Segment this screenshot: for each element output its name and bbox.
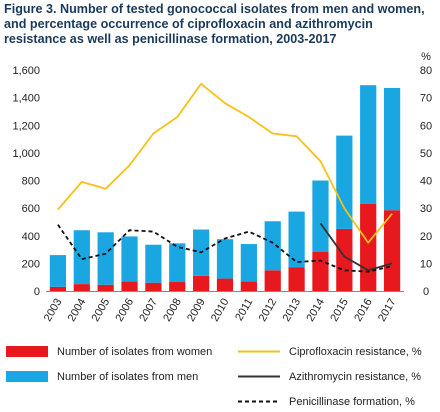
bar-women xyxy=(288,267,305,291)
bar-women xyxy=(216,278,234,291)
bar-women xyxy=(169,282,186,291)
chart-title-line-3: resistance as well as penicillinase form… xyxy=(4,32,337,46)
line-azithromycin xyxy=(319,222,393,272)
y-left-tick-label: 1,400 xyxy=(12,93,40,105)
x-tick-label: 2015 xyxy=(328,297,351,324)
y-right-tick-label: 60 xyxy=(420,120,432,132)
bar-men xyxy=(216,239,234,279)
legend-label: Ciprofloxacin resistance, % xyxy=(289,346,422,358)
legend-label: Azithromycin resistance, % xyxy=(289,371,421,383)
bar-men xyxy=(49,255,67,287)
x-tick-label: 2007 xyxy=(137,297,160,324)
bar-women xyxy=(360,203,377,291)
y-left-tick-label: 1,000 xyxy=(12,148,40,160)
bar-women xyxy=(383,210,401,291)
y-left-tick-label: 1,200 xyxy=(12,120,40,132)
bar-women xyxy=(121,281,138,291)
x-tick-label: 2004 xyxy=(66,297,89,324)
x-tick-label: 2016 xyxy=(352,297,375,324)
bar-men xyxy=(169,243,186,283)
y-left-tick-label: 400 xyxy=(22,231,40,243)
bar-men xyxy=(240,244,257,282)
x-tick-label: 2011 xyxy=(233,297,255,323)
bar-women xyxy=(49,286,67,291)
y-left-tick-label: 0 xyxy=(34,286,40,298)
bar-women xyxy=(73,284,90,291)
legend-label: Number of isolates from women xyxy=(57,346,212,358)
bar-women xyxy=(312,251,329,291)
x-tick-label: 2010 xyxy=(209,297,232,324)
chart-title: Figure 3. Number of tested gonococcal is… xyxy=(4,2,436,47)
line-penicillinase xyxy=(57,224,393,273)
bar-men xyxy=(73,230,90,285)
bar-men xyxy=(336,135,353,229)
y-right-tick-label: 80 xyxy=(420,65,432,77)
bar-women xyxy=(240,281,257,291)
bar-men xyxy=(383,87,401,211)
bar-men xyxy=(288,211,305,268)
bar-women xyxy=(193,275,210,291)
x-tick-label: 2005 xyxy=(90,297,113,324)
x-tick-label: 2008 xyxy=(161,297,184,324)
x-tick-label: 2012 xyxy=(257,297,280,324)
bar-women xyxy=(336,228,353,291)
bar-men xyxy=(360,85,377,204)
bar-men xyxy=(145,244,162,283)
y-right-tick-label: 0 xyxy=(423,286,429,298)
legend-label: Penicillinase formation, % xyxy=(289,396,415,408)
x-tick-label: 2003 xyxy=(42,297,65,324)
bar-men xyxy=(97,232,114,285)
y-left-tick-label: 600 xyxy=(22,203,40,215)
y-right-axis-label: % xyxy=(421,51,431,63)
chart-title-line-2: and percentage occurrence of ciprofloxac… xyxy=(4,17,373,31)
bar-men xyxy=(121,236,138,282)
y-right-tick-label: 30 xyxy=(420,203,432,215)
bar-men xyxy=(264,221,281,271)
legend-swatch xyxy=(6,346,48,357)
line-ciprofloxacin xyxy=(57,82,393,244)
bar-women xyxy=(97,284,114,291)
x-tick-label: 2009 xyxy=(185,297,208,324)
x-tick-label: 2013 xyxy=(281,297,304,324)
legend-swatch xyxy=(6,371,48,382)
bar-men xyxy=(312,180,329,252)
x-tick-label: 2017 xyxy=(376,297,399,324)
y-right-tick-label: 70 xyxy=(420,93,432,105)
y-left-tick-label: 1,600 xyxy=(12,65,40,77)
chart-title-line-1: Figure 3. Number of tested gonococcal is… xyxy=(4,2,425,16)
y-right-tick-label: 50 xyxy=(420,148,432,160)
y-right-tick-label: 10 xyxy=(420,258,432,270)
x-tick-label: 2006 xyxy=(113,297,136,324)
y-right-tick-label: 40 xyxy=(420,176,432,188)
x-tick-label: 2014 xyxy=(304,297,327,324)
y-left-tick-label: 800 xyxy=(22,176,40,188)
y-left-tick-label: 200 xyxy=(22,258,40,270)
bar-women xyxy=(264,270,281,291)
legend-label: Number of isolates from men xyxy=(57,371,198,383)
bar-women xyxy=(145,282,162,291)
y-right-tick-label: 20 xyxy=(420,231,432,243)
